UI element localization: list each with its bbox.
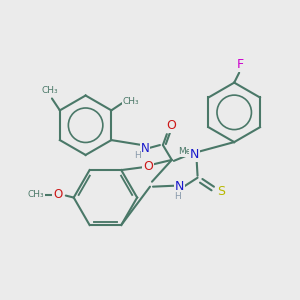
Text: O: O (143, 160, 153, 173)
Text: CH₃: CH₃ (42, 86, 58, 95)
Text: O: O (53, 188, 62, 201)
Text: H: H (174, 192, 181, 201)
Text: Me: Me (178, 148, 191, 157)
Text: N: N (141, 142, 149, 154)
Text: N: N (190, 148, 199, 161)
Text: H: H (134, 152, 140, 160)
Text: CH₃: CH₃ (123, 97, 140, 106)
Text: N: N (175, 180, 184, 193)
Text: S: S (217, 185, 225, 198)
Text: F: F (237, 58, 244, 71)
Text: CH₃: CH₃ (28, 190, 44, 199)
Text: O: O (166, 119, 176, 132)
